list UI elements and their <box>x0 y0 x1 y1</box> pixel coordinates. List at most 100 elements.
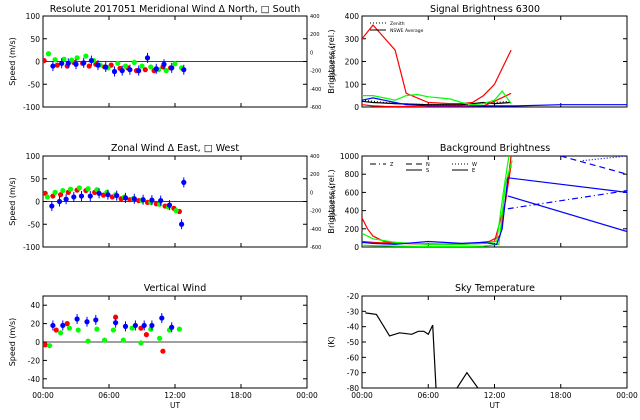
zonal-blue-point <box>158 197 164 204</box>
meridional-data <box>43 51 187 77</box>
meridional-ytick-right-label: -400 <box>310 87 321 93</box>
meridional-ytick-right-label: -200 <box>310 69 321 75</box>
vertical-green-point <box>66 325 72 331</box>
sky-title: Sky Temperature <box>455 283 535 294</box>
sky-ytick-label: -80 <box>347 384 359 393</box>
zonal-blue-point <box>114 192 120 199</box>
meridional-blue-point <box>127 67 133 73</box>
meridional-ytick-right-label: -600 <box>310 105 321 111</box>
meridional-red-point <box>142 67 148 73</box>
background-green2-line <box>362 160 513 247</box>
zonal-green-point <box>60 187 66 194</box>
meridional-blue-point <box>81 60 87 66</box>
meridional-ylabel: Speed (m/s) <box>8 37 17 86</box>
sky-sky-line <box>365 312 437 388</box>
meridional-blue-point <box>65 60 71 66</box>
vertical-xtick-label: 06:00 <box>98 391 120 400</box>
meridional-green-point <box>69 57 75 63</box>
vertical-red-point <box>113 314 119 320</box>
background-brightness-panel: Background Brightness 0 200 400 600 800 1000 B… <box>327 143 628 252</box>
meridional-red-point <box>43 57 47 64</box>
meridional-green-point <box>163 68 169 74</box>
zonal-blue-point <box>179 221 185 227</box>
meridional-green-point <box>74 55 80 61</box>
vertical-red-point <box>53 327 59 333</box>
zonal-ylabel: Speed (m/s) <box>8 177 17 226</box>
vertical-ytick-label: -20 <box>28 356 40 365</box>
vertical-green-point <box>176 326 182 332</box>
meridional-green-point <box>45 51 52 57</box>
meridional-green-point <box>83 53 89 59</box>
meridional-blue-point <box>73 61 79 67</box>
signal-title: Signal Brightness 6300 <box>430 4 540 15</box>
vertical-ytick-label: -40 <box>28 375 40 384</box>
vertical-blue-point <box>159 315 165 321</box>
vertical-xtick-label: 00:00 <box>296 391 318 400</box>
vertical-data <box>43 313 182 354</box>
background-blue_dot-line <box>582 156 627 162</box>
meridional-blue-point <box>153 66 159 72</box>
signal-ytick-label: 300 <box>345 35 360 44</box>
background-ytick-label: 0 <box>354 243 359 252</box>
vertical-red-point <box>143 332 149 338</box>
sky-frame <box>361 295 628 389</box>
zonal-green-point <box>76 185 82 191</box>
zonal-ylabel-right: Speed (m/s) <box>330 183 337 219</box>
zonal-ytick-right-label: 400 <box>310 154 320 160</box>
sky-xtick-label: 00:00 <box>351 391 373 400</box>
zonal-green-point <box>67 186 74 192</box>
vertical-blue-point <box>60 322 66 329</box>
vertical-green-point <box>120 337 126 343</box>
sky-temperature-panel: Sky Temperature -80 -70 -60 -50 -40 -30 -20 00:… <box>327 283 638 410</box>
zonal-green-point <box>52 189 58 195</box>
zonal-ytick-label: 50 <box>30 175 40 184</box>
zonal-ytick-right-label: 200 <box>310 172 320 178</box>
zonal-ytick-right-label: -400 <box>310 227 321 233</box>
vertical-green-point <box>94 326 100 332</box>
meridional-blue-point <box>161 61 167 67</box>
zonal-blue-point <box>149 197 155 203</box>
meridional-ytick-label: 100 <box>26 12 41 21</box>
background-blue_long-line <box>507 177 627 193</box>
vertical-green-point <box>85 338 91 344</box>
signal-blue-line <box>362 97 627 107</box>
zonal-red-point <box>58 192 64 198</box>
zonal-wind-panel: Zonal Wind Δ East, □ West -100 -50 0 50 100 -… <box>8 143 337 252</box>
signal-green-line <box>362 90 512 106</box>
meridional-red-point <box>54 62 60 68</box>
signal-ytick-label: 400 <box>345 12 360 21</box>
background-legend-label: N <box>426 162 430 168</box>
sky-ytick-label: -40 <box>347 323 359 332</box>
meridional-green-point <box>122 63 129 69</box>
meridional-blue-point <box>181 67 187 73</box>
zonal-ytick-label: 0 <box>35 198 40 207</box>
background-ytick-label: 600 <box>345 188 360 197</box>
zonal-blue-point <box>63 196 69 202</box>
background-blue_dashdot-line <box>507 190 627 210</box>
sky-xtick-label: 12:00 <box>484 391 506 400</box>
vertical-xtick-label: 12:00 <box>164 391 186 400</box>
meridional-green-point <box>139 63 145 69</box>
meridional-blue-point <box>103 64 109 70</box>
background-legend-label: Z <box>390 162 394 168</box>
zonal-ytick-right-label: -200 <box>310 209 321 215</box>
vertical-xtick-label: 18:00 <box>230 391 252 400</box>
zonal-blue-point <box>105 192 111 198</box>
vertical-ytick-label: 40 <box>30 301 40 310</box>
vertical-red-point <box>43 342 48 348</box>
zonal-green-point <box>173 208 179 214</box>
vertical-blue-point <box>149 322 155 329</box>
zonal-blue-point <box>166 202 173 208</box>
vertical-ytick-label: 0 <box>35 338 40 347</box>
zonal-blue-point <box>96 190 102 196</box>
meridional-ytick-label: 0 <box>35 58 40 67</box>
vertical-wind-panel: Vertical Wind -40 -20 0 20 40 00:00 06:00 12:00… <box>8 283 318 410</box>
meridional-blue-point <box>111 68 118 75</box>
background-ytick-label: 1000 <box>340 152 359 161</box>
signal-red-line <box>362 24 512 105</box>
meridional-ytick-right-label: 200 <box>310 32 320 38</box>
background-ylabel: Brightness (rel.) <box>327 169 336 233</box>
zonal-blue-point <box>181 179 187 185</box>
vertical-blue-point <box>113 320 119 326</box>
